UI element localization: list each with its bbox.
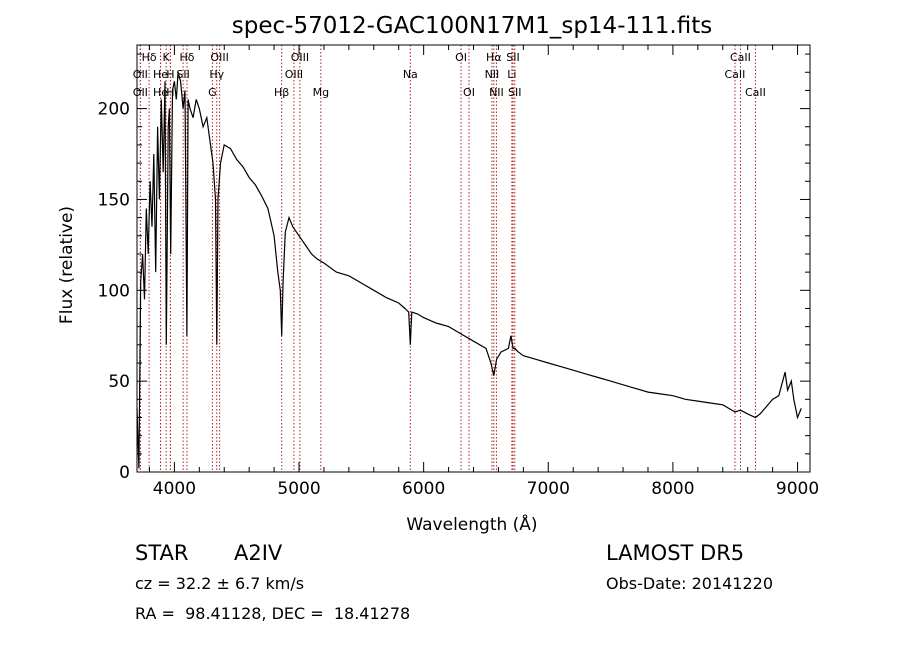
spectral-line-markers bbox=[139, 45, 756, 472]
coordinates: RA = 98.41128, DEC = 18.41278 bbox=[135, 604, 411, 623]
line-marker-label: Hγ bbox=[209, 68, 224, 81]
line-marker-label: Li bbox=[507, 68, 516, 81]
y-tick-label: 0 bbox=[119, 463, 130, 483]
x-axis-label: Wavelength (Å) bbox=[406, 513, 537, 535]
line-marker-label: OIII bbox=[210, 51, 228, 64]
line-marker-label: CaII bbox=[730, 51, 751, 64]
y-axis-ticks: 0 50 100 150 200 bbox=[98, 53, 810, 483]
x-tick-label: 9000 bbox=[776, 479, 819, 499]
line-marker-label: OI bbox=[455, 51, 467, 64]
line-marker-label: H bbox=[166, 86, 174, 99]
line-marker-label: Mg bbox=[313, 86, 329, 99]
y-tick-label: 100 bbox=[98, 281, 130, 301]
y-tick-label: 200 bbox=[98, 100, 130, 120]
line-marker-label: K bbox=[163, 51, 171, 64]
y-axis-label: Flux (relative) bbox=[57, 206, 77, 324]
y-tick-label: 50 bbox=[108, 372, 130, 392]
line-marker-label: Hα bbox=[486, 51, 502, 64]
object-class: STAR bbox=[135, 541, 189, 565]
line-marker-label: Hβ bbox=[274, 86, 289, 99]
x-axis-ticks: 4000 5000 6000 7000 8000 9000 bbox=[148, 45, 819, 499]
line-marker-label: CaII bbox=[745, 86, 766, 99]
y-tick-label: 150 bbox=[98, 190, 130, 210]
x-tick-label: 8000 bbox=[651, 479, 694, 499]
chart-title: spec-57012-GAC100N17M1_sp14-111.fits bbox=[232, 13, 712, 39]
x-tick-label: 5000 bbox=[277, 479, 320, 499]
line-marker-label: OII bbox=[133, 86, 148, 99]
line-marker-label: H bbox=[166, 68, 174, 81]
redshift-velocity: cz = 32.2 ± 6.7 km/s bbox=[135, 574, 305, 593]
line-marker-label: He bbox=[153, 68, 168, 81]
line-marker-label: NII bbox=[489, 86, 504, 99]
line-marker-label: OII bbox=[133, 68, 148, 81]
line-marker-label: Hδ bbox=[179, 51, 194, 64]
subclass: A2IV bbox=[234, 541, 283, 565]
x-tick-label: 4000 bbox=[153, 479, 196, 499]
line-marker-label: G bbox=[208, 86, 217, 99]
observation-date: Obs-Date: 20141220 bbox=[606, 574, 774, 593]
plot-frame bbox=[136, 44, 811, 473]
line-marker-label: NII bbox=[485, 68, 500, 81]
line-marker-label: OIII bbox=[285, 68, 303, 81]
line-marker-label: Hδ bbox=[142, 51, 157, 64]
line-marker-label: Na bbox=[403, 68, 418, 81]
x-tick-label: 6000 bbox=[402, 479, 445, 499]
survey-name: LAMOST DR5 bbox=[606, 541, 745, 565]
line-marker-label: OIII bbox=[291, 51, 309, 64]
line-marker-label: OI bbox=[463, 86, 475, 99]
x-tick-label: 7000 bbox=[527, 479, 570, 499]
line-marker-label: SII bbox=[508, 86, 521, 99]
line-marker-label: CaII bbox=[725, 68, 746, 81]
line-marker-label: SII bbox=[506, 51, 519, 64]
spectrum-line bbox=[136, 72, 802, 469]
